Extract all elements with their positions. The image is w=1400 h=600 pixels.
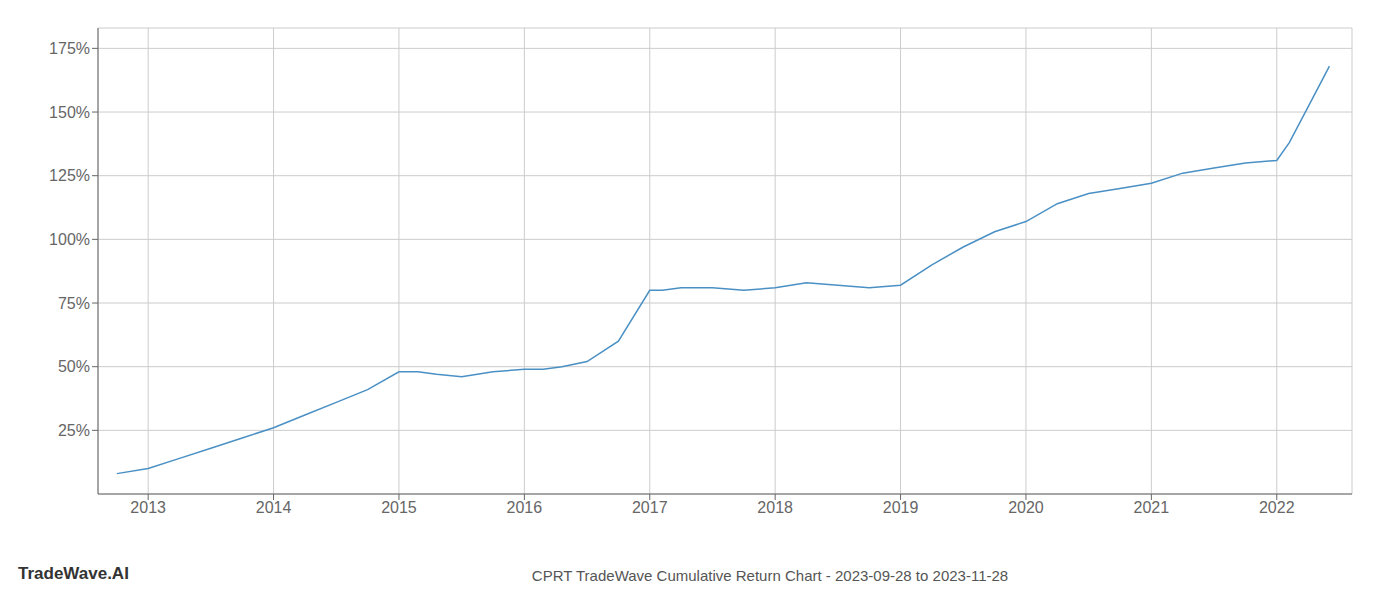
svg-text:2020: 2020 <box>1008 499 1044 516</box>
svg-text:2019: 2019 <box>883 499 919 516</box>
svg-text:125%: 125% <box>49 167 90 184</box>
html-text:CPRT TradeWave Cumulative Retu: CPRT TradeWave Cumulative Return Chart -… <box>531 567 1009 584</box>
svg-text:2017: 2017 <box>632 499 668 516</box>
svg-text:2014: 2014 <box>256 499 292 516</box>
svg-text:175%: 175% <box>49 40 90 57</box>
svg-text:2018: 2018 <box>757 499 793 516</box>
svg-text:2021: 2021 <box>1134 499 1170 516</box>
svg-text:2016: 2016 <box>507 499 543 516</box>
svg-text:2013: 2013 <box>130 499 166 516</box>
svg-text:75%: 75% <box>58 295 90 312</box>
svg-text:2022: 2022 <box>1259 499 1295 516</box>
svg-text:50%: 50% <box>58 358 90 375</box>
svg-text:2015: 2015 <box>381 499 417 516</box>
svg-text:100%: 100% <box>49 231 90 248</box>
svg-text:25%: 25% <box>58 422 90 439</box>
svg-text:150%: 150% <box>49 104 90 121</box>
html-text:TradeWave.AI: TradeWave.AI <box>18 564 129 583</box>
